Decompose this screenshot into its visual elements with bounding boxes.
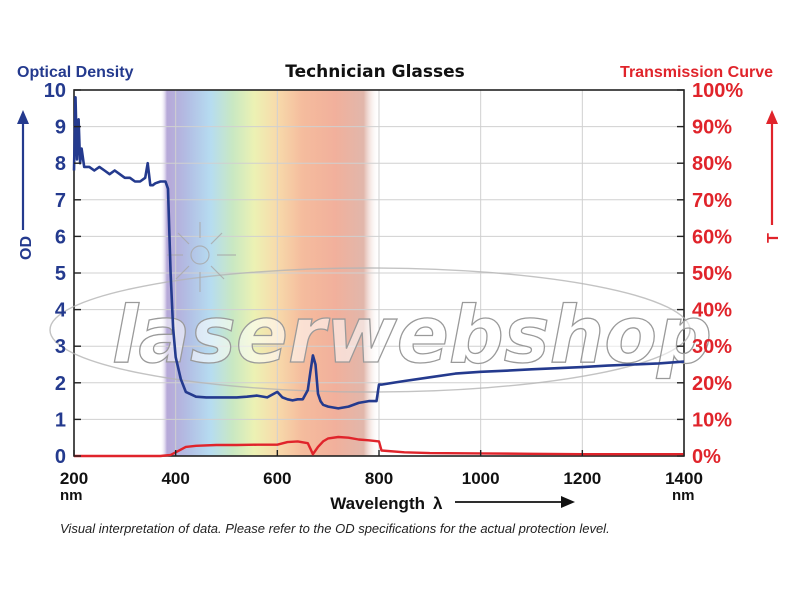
left-tick-label: 10	[44, 80, 66, 102]
x-tick-label: 600	[263, 469, 291, 488]
left-tick-label: 8	[55, 153, 66, 175]
watermark-swoosh	[49, 267, 691, 393]
x-unit-right: nm	[672, 487, 695, 504]
od-series-line	[72, 96, 685, 410]
left-tick-label: 4	[55, 300, 67, 322]
right-tick-label: 30%	[692, 336, 732, 358]
x-unit-left: nm	[60, 487, 83, 504]
right-axis-title: Transmission Curve	[620, 64, 773, 81]
series-layer	[72, 96, 685, 458]
left-axis-title: Optical Density	[17, 64, 134, 81]
right-tick-label: 60%	[692, 226, 732, 248]
left-tick-label: 2	[55, 373, 66, 395]
right-tick-label: 80%	[692, 153, 732, 175]
x-tick-label: 200	[60, 469, 88, 488]
left-axis-symbol: OD	[18, 236, 35, 260]
right-tick-label: 0%	[692, 446, 721, 468]
left-tick-label: 3	[55, 336, 66, 358]
right-tick-label: 90%	[692, 117, 732, 139]
right-tick-label: 70%	[692, 190, 732, 212]
chart-title: Technician Glasses	[285, 62, 465, 82]
right-tick-label: 50%	[692, 263, 732, 285]
x-tick-label: 400	[161, 469, 189, 488]
left-tick-label: 9	[55, 117, 66, 139]
chart-caption: Visual interpretation of data. Please re…	[60, 521, 610, 536]
right-axis: 0% 10% 20% 30% 40% 50% 60% 70% 80% 90% 100%	[677, 80, 743, 468]
right-tick-label: 20%	[692, 373, 732, 395]
right-axis-symbol: T	[765, 233, 782, 243]
x-tick-label: 1000	[462, 469, 500, 488]
right-axis-symbol-group: T	[765, 110, 782, 243]
right-tick-label: 40%	[692, 300, 732, 322]
x-axis-name-group: Wavelength λ	[330, 494, 575, 513]
watermark-text: laserwebshop	[112, 291, 712, 381]
plot-area	[73, 89, 685, 457]
x-tick-label: 1400	[665, 469, 703, 488]
left-axis-symbol-group: OD	[17, 110, 35, 260]
x-axis: 200 400 600 800 1000 1200 1400	[60, 450, 703, 488]
left-up-arrowhead-icon	[17, 110, 29, 124]
left-tick-label: 0	[55, 446, 66, 468]
right-up-arrowhead-icon	[766, 110, 778, 124]
x-tick-label: 800	[365, 469, 393, 488]
sunburst-icon	[167, 222, 236, 292]
left-tick-label: 7	[55, 190, 66, 212]
left-tick-label: 5	[55, 263, 66, 285]
transmission-series-line	[74, 435, 684, 458]
left-tick-label: 1	[55, 409, 66, 431]
left-tick-label: 6	[55, 226, 66, 248]
right-tick-label: 100%	[692, 80, 743, 102]
x-axis-symbol: λ	[433, 494, 443, 513]
right-arrowhead-icon	[561, 496, 575, 508]
left-axis: 0 1 2 3 4 5 6 7 8 9 10	[44, 80, 81, 468]
x-axis-title: Wavelength	[330, 494, 425, 513]
right-tick-label: 10%	[692, 409, 732, 431]
x-tick-label: 1200	[563, 469, 601, 488]
